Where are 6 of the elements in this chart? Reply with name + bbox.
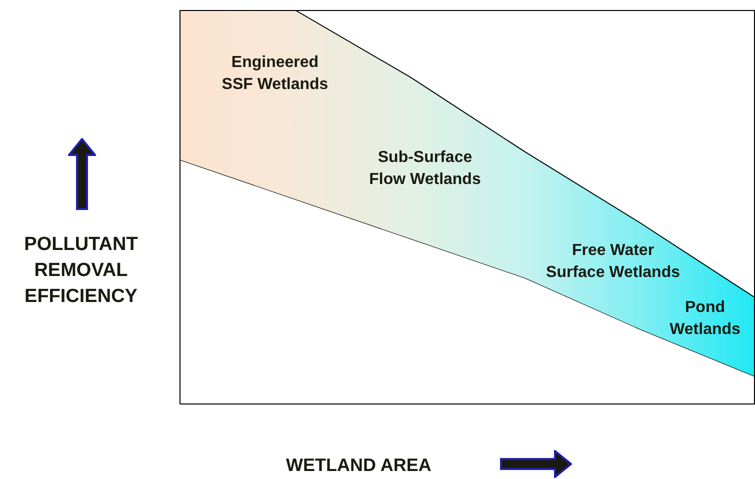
annotation: Free Water Surface Wetlands [545, 241, 681, 283]
annotation: Pond Wetlands [668, 298, 742, 340]
y-axis-title: POLLUTANT REMOVAL EFFICIENCY [23, 233, 139, 309]
annotation: Sub-Surface Flow Wetlands [368, 148, 482, 190]
annotation: Engineered SSF Wetlands [220, 53, 330, 95]
x-axis-title: WETLAND AREA [286, 455, 432, 476]
